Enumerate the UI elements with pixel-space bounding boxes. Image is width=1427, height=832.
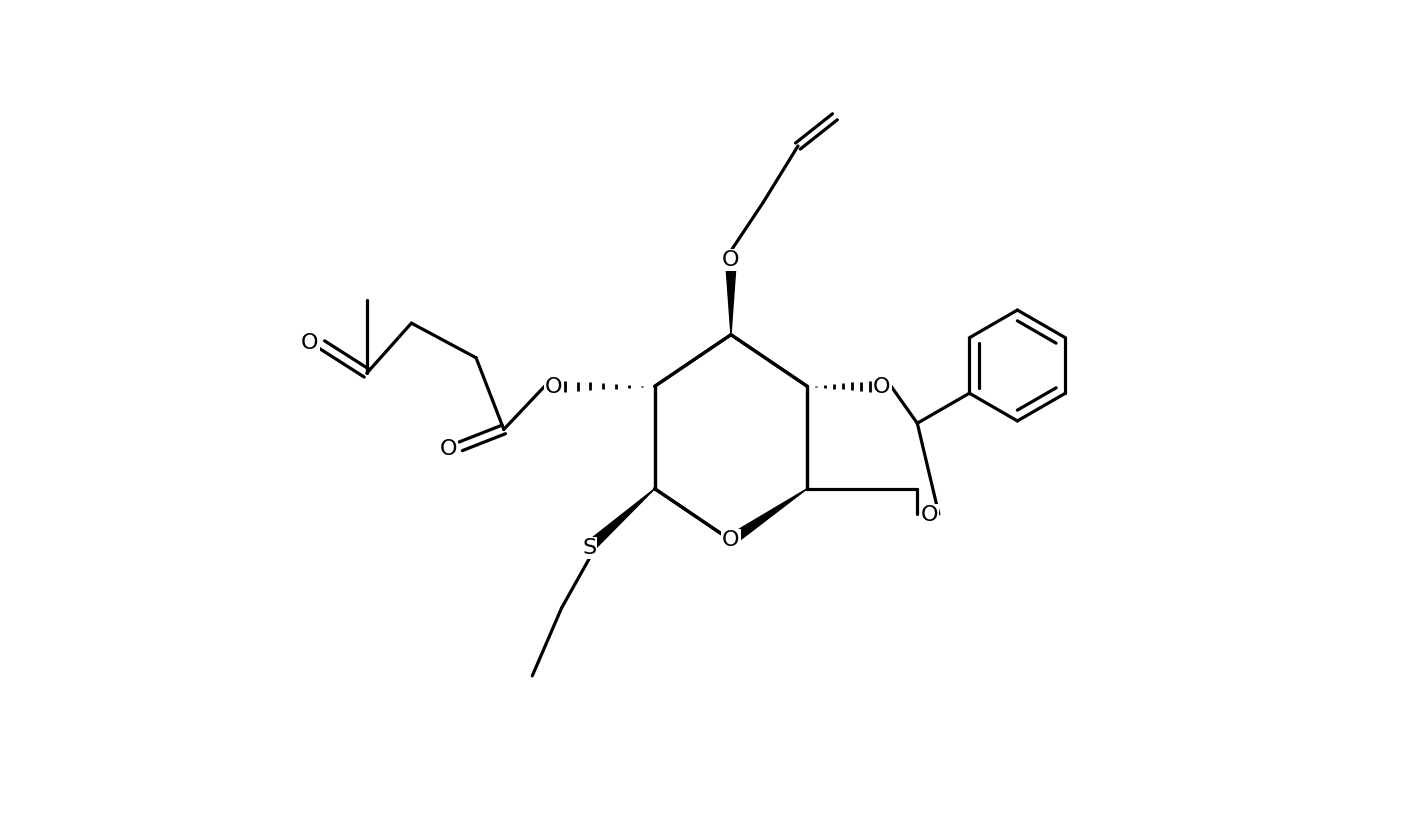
Polygon shape bbox=[586, 488, 655, 551]
Text: S: S bbox=[582, 538, 596, 558]
Polygon shape bbox=[725, 260, 736, 334]
Text: O: O bbox=[301, 333, 318, 353]
Text: O: O bbox=[440, 439, 457, 459]
Polygon shape bbox=[728, 488, 808, 545]
Text: O: O bbox=[920, 505, 939, 525]
Text: O: O bbox=[722, 530, 739, 550]
Text: O: O bbox=[873, 377, 890, 397]
Text: O: O bbox=[722, 250, 739, 270]
Text: O: O bbox=[545, 377, 562, 397]
Text: O: O bbox=[722, 530, 739, 550]
